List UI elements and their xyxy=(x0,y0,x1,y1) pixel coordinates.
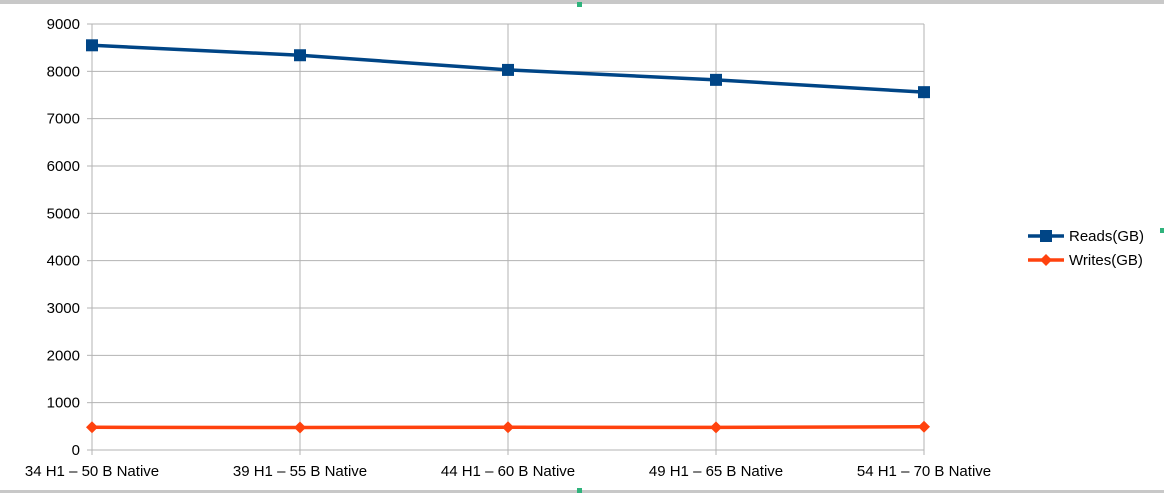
data-point-reads-gb xyxy=(918,86,930,99)
selection-handle-top[interactable] xyxy=(577,2,582,7)
data-point-writes-gb xyxy=(502,421,514,434)
x-category-label: 34 H1 – 50 B Native xyxy=(25,463,159,480)
data-point-writes-gb xyxy=(294,421,306,434)
y-tick-label: 2000 xyxy=(47,347,80,364)
y-tick-label: 3000 xyxy=(47,300,80,317)
x-axis-category-labels: 34 H1 – 50 B Native 39 H1 – 55 B Native 44… xyxy=(25,463,991,480)
data-point-reads-gb xyxy=(294,49,306,62)
data-point-reads-gb xyxy=(86,39,98,52)
y-tick-label: 7000 xyxy=(47,111,80,128)
gridlines xyxy=(91,23,925,451)
data-point-writes-gb xyxy=(86,421,98,434)
x-category-label: 44 H1 – 60 B Native xyxy=(441,463,575,480)
x-category-label: 49 H1 – 65 B Native xyxy=(649,463,783,480)
selection-handle-right[interactable] xyxy=(1160,228,1164,233)
y-tick-label: 0 xyxy=(72,442,80,459)
y-tick-label: 8000 xyxy=(47,63,80,80)
x-category-label: 54 H1 – 70 B Native xyxy=(857,463,991,480)
data-point-writes-gb xyxy=(710,421,722,434)
y-tick-label: 5000 xyxy=(47,205,80,222)
data-point-reads-gb xyxy=(502,63,514,76)
data-point-writes-gb xyxy=(918,420,930,433)
legend-marker-reads-gb xyxy=(1040,230,1052,242)
legend-label-writes-gb: Writes(GB) xyxy=(1069,252,1143,269)
series-lines xyxy=(86,39,930,434)
legend-marker-writes-gb xyxy=(1040,254,1052,266)
y-tick-label: 1000 xyxy=(47,395,80,412)
legend: Reads(GB) Writes(GB) xyxy=(1028,228,1144,269)
legend-label-reads-gb: Reads(GB) xyxy=(1069,228,1144,245)
y-axis-tick-labels: 0 1000 2000 3000 4000 5000 6000 7000 8000 9000 xyxy=(47,16,80,459)
y-tick-label: 6000 xyxy=(47,158,80,175)
y-tick-label: 9000 xyxy=(47,16,80,33)
data-point-reads-gb xyxy=(710,73,722,86)
axes xyxy=(87,23,925,455)
y-tick-label: 4000 xyxy=(47,253,80,270)
x-category-label: 39 H1 – 55 B Native xyxy=(233,463,367,480)
selection-handle-bottom[interactable] xyxy=(577,488,582,493)
